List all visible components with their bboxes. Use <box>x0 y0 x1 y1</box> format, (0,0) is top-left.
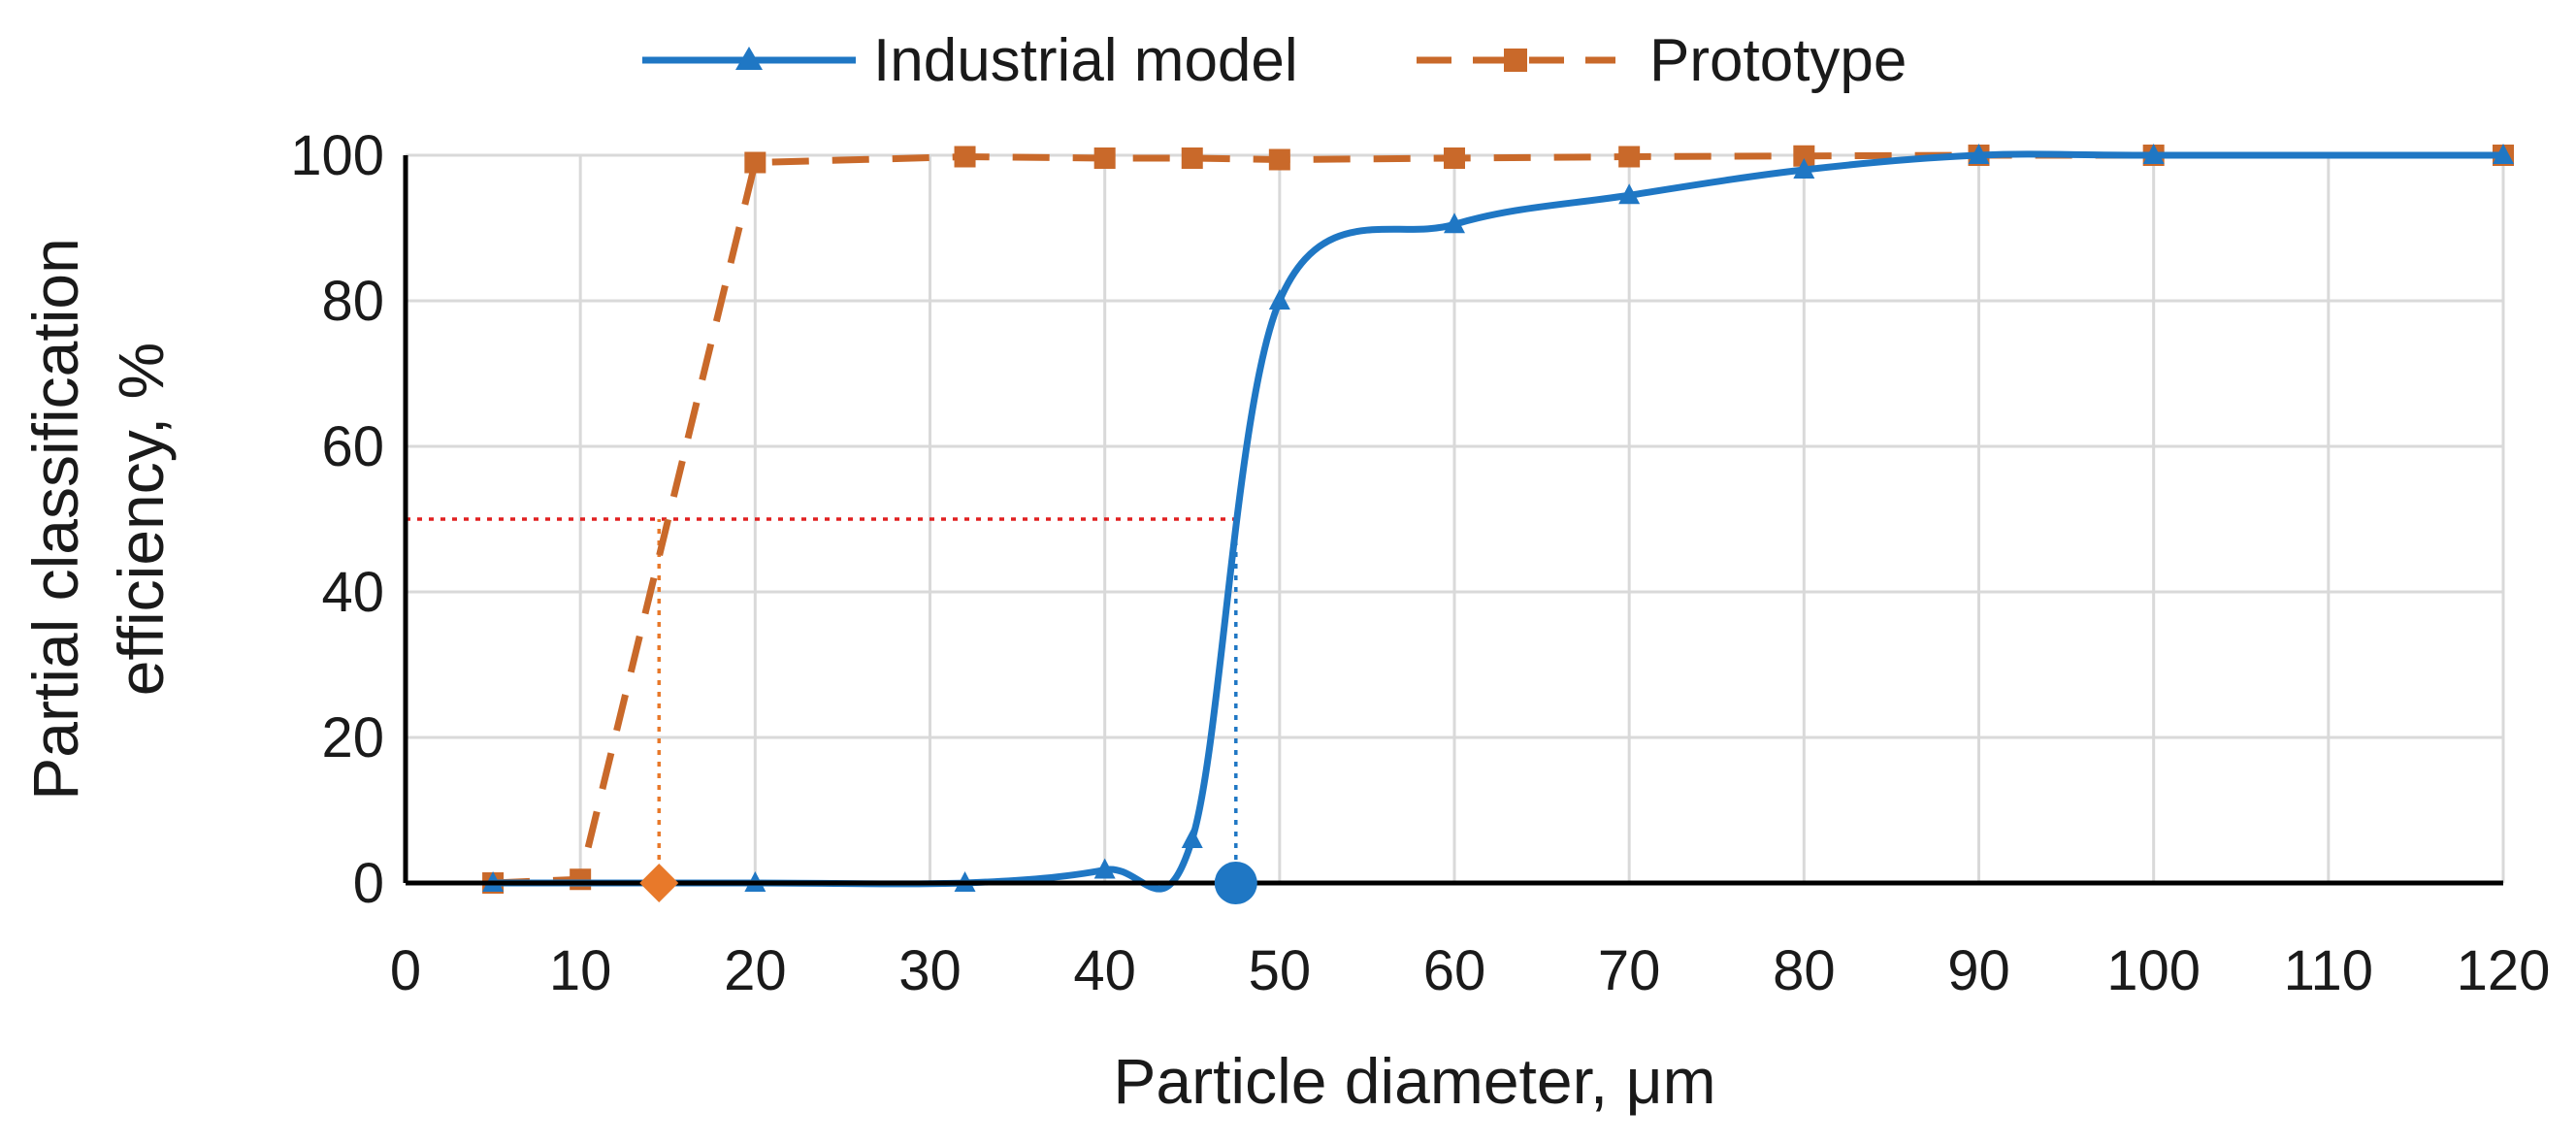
point-prototype-60 <box>1444 147 1465 169</box>
x-tick-label-90: 90 <box>1947 939 2010 1002</box>
legend-marker-prototype <box>1504 49 1527 72</box>
series-line-industrial-model <box>493 150 2503 893</box>
point-industrial-80 <box>1793 158 1815 179</box>
point-prototype-45 <box>1181 147 1203 169</box>
point-prototype-80 <box>1793 145 1815 167</box>
y-tick-label-60: 60 <box>321 415 384 478</box>
point-prototype-70 <box>1618 146 1641 168</box>
legend-marker-industrial <box>735 47 763 70</box>
x-axis-title: Particle diameter, μm <box>1113 1045 1715 1117</box>
x-tick-label-60: 60 <box>1423 939 1486 1002</box>
point-industrial-70 <box>1618 183 1641 205</box>
point-prototype-20 <box>744 151 766 174</box>
series <box>482 144 2514 894</box>
point-industrial-50 <box>1268 289 1290 310</box>
point-industrial-100 <box>2142 144 2165 164</box>
x-tick-label-40: 40 <box>1073 939 1136 1002</box>
point-industrial-40 <box>1093 858 1116 879</box>
legend-label-industrial: Industrial model <box>873 27 1298 94</box>
point-industrial-90 <box>1968 144 1990 164</box>
x-tick-label-110: 110 <box>2284 939 2373 1002</box>
point-prototype-10 <box>570 868 592 891</box>
x-tick-label-20: 20 <box>724 939 787 1002</box>
y-tick-label-0: 0 <box>353 852 384 915</box>
y-axis-title-line-2: efficiency, % <box>105 343 177 696</box>
cut-size-marker-industrial <box>1214 862 1257 904</box>
legend-label-prototype: Prototype <box>1649 27 1907 94</box>
x-tick-label-80: 80 <box>1773 939 1836 1002</box>
x-tick-label-0: 0 <box>390 939 421 1002</box>
x-tick-label-10: 10 <box>549 939 612 1002</box>
point-prototype-32 <box>954 146 976 168</box>
tick-labels: 0 10 20 30 40 50 60 70 80 90 100 110 120 0 20 40 60 80 100 <box>290 124 2550 1002</box>
legend: Industrial model Prototype <box>642 27 1907 94</box>
x-tick-label-100: 100 <box>2106 939 2201 1002</box>
x-tick-label-30: 30 <box>898 939 962 1002</box>
x-tick-label-70: 70 <box>1598 939 1661 1002</box>
y-axis-title-line-1: Partial classification <box>19 238 91 801</box>
series-prototype <box>482 145 2514 894</box>
y-tick-label-20: 20 <box>321 706 384 769</box>
point-industrial-60 <box>1444 212 1465 234</box>
cut-size-marker-prototype <box>639 864 679 902</box>
y-tick-label-80: 80 <box>321 270 384 333</box>
series-industrial-model <box>482 144 2514 893</box>
point-prototype-40 <box>1093 147 1116 169</box>
annotations <box>406 517 1238 883</box>
axes <box>403 155 2503 886</box>
point-industrial-45 <box>1181 828 1203 848</box>
x-tick-label-50: 50 <box>1249 939 1312 1002</box>
x-tick-label-120: 120 <box>2457 939 2551 1002</box>
point-industrial-120 <box>2493 144 2514 164</box>
point-prototype-50 <box>1268 148 1290 171</box>
y-tick-label-40: 40 <box>321 561 384 624</box>
y-tick-label-100: 100 <box>290 124 384 187</box>
